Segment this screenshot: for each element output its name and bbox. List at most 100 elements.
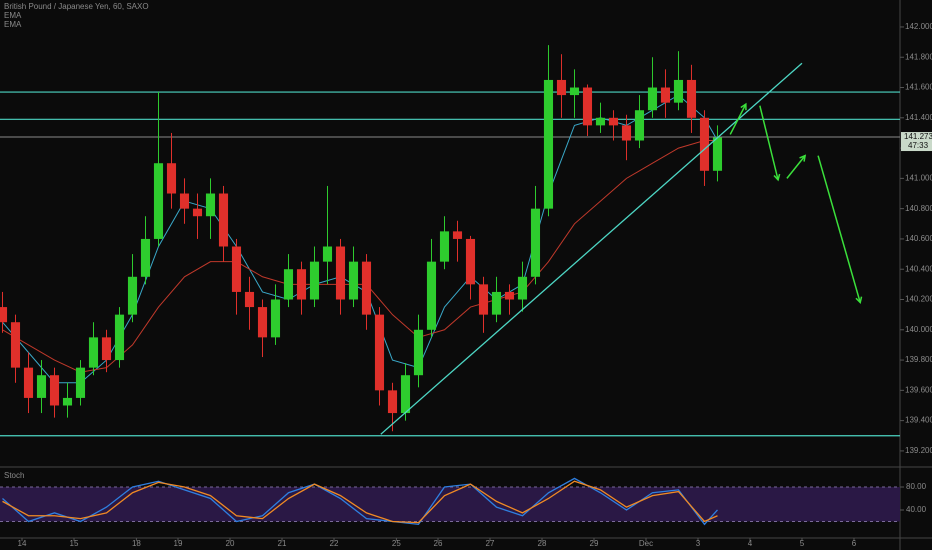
x-tick-label: 21: [278, 539, 287, 548]
forecast-arrow: [759, 105, 779, 181]
candle-body: [569, 87, 580, 96]
candle-body: [426, 261, 437, 330]
candle-body: [634, 110, 645, 141]
y-tick-label: 140.200: [905, 295, 932, 304]
candle-body: [608, 117, 619, 126]
candle-body: [270, 299, 281, 338]
x-tick-label: 20: [226, 539, 235, 548]
arrow-head: [740, 102, 747, 111]
candle-body: [309, 261, 320, 300]
candle-body: [530, 208, 541, 277]
candle-body: [62, 397, 73, 406]
legend-entry: EMA: [4, 11, 22, 20]
stoch-line: [2, 480, 718, 524]
candle-body: [348, 261, 359, 300]
candle-body: [166, 163, 177, 194]
candle-body: [0, 307, 8, 323]
candle-body: [36, 375, 47, 398]
candle-body: [361, 261, 372, 315]
x-tick-label: 28: [538, 539, 547, 548]
last-price-label: 141.273: [904, 132, 932, 141]
x-tick-label: 3: [696, 539, 701, 548]
y-tick-label: 140.000: [905, 325, 932, 334]
x-tick-label: Dec: [639, 539, 653, 548]
candle-body: [244, 291, 255, 308]
candle-body: [647, 87, 658, 111]
x-tick-label: 26: [434, 539, 443, 548]
arrow-head: [855, 296, 863, 305]
trend-line: [380, 62, 803, 435]
x-tick-label: 18: [132, 539, 141, 548]
candle-body: [192, 208, 203, 217]
candle-body: [465, 238, 476, 285]
y-tick-label: 141.600: [905, 83, 932, 92]
candle-body: [296, 269, 307, 300]
x-tick-label: 5: [800, 539, 805, 548]
candle-body: [478, 284, 489, 315]
x-tick-label: 14: [18, 539, 27, 548]
y-tick-label: 139.200: [905, 446, 932, 455]
candle-body: [257, 307, 268, 338]
y-tick-label: 141.800: [905, 52, 932, 61]
candle-body: [374, 314, 385, 391]
candle-body: [101, 337, 112, 361]
candle-body: [595, 117, 606, 126]
candle-body: [699, 117, 710, 171]
candle-body: [23, 367, 34, 398]
x-tick-label: 22: [330, 539, 339, 548]
candle-body: [335, 246, 346, 300]
x-tick-label: 4: [748, 539, 753, 548]
candle-body: [75, 367, 86, 398]
candle-body: [153, 163, 164, 239]
arrow-head: [773, 173, 781, 182]
x-tick-label: 19: [174, 539, 183, 548]
countdown-label: 47:33: [908, 141, 929, 150]
forecast-arrow: [786, 155, 806, 179]
x-tick-label: 15: [70, 539, 79, 548]
candle-body: [218, 193, 229, 247]
candle-body: [231, 246, 242, 292]
y-tick-label: 141.000: [905, 173, 932, 182]
y-tick-label: 139.400: [905, 416, 932, 425]
y-tick-label: 80.00: [906, 482, 927, 491]
candle-body: [660, 87, 671, 103]
candle-body: [712, 137, 723, 171]
candle-body: [140, 238, 151, 277]
candle-body: [49, 375, 60, 406]
candle-body: [413, 329, 424, 376]
candle-body: [179, 193, 190, 209]
y-tick-label: 40.00: [906, 505, 927, 514]
candle-body: [127, 276, 138, 315]
arrow-head: [799, 154, 807, 162]
last-price-box: [901, 132, 932, 152]
x-tick-label: 29: [590, 539, 599, 548]
panel-title: Stoch: [4, 471, 24, 480]
stoch-line: [2, 477, 718, 526]
candle-body: [686, 79, 697, 118]
y-tick-label: 140.400: [905, 264, 932, 273]
candle-body: [582, 87, 593, 126]
y-tick-label: 139.600: [905, 385, 932, 394]
candle-body: [517, 276, 528, 300]
candle-body: [491, 291, 502, 315]
candle-body: [114, 314, 125, 361]
candle-body: [556, 79, 567, 96]
candle-body: [673, 79, 684, 103]
candle-body: [10, 322, 21, 368]
x-tick-label: 25: [392, 539, 401, 548]
y-tick-label: 142.000: [905, 22, 932, 31]
forecast-arrow: [817, 155, 861, 303]
x-tick-label: 6: [852, 539, 857, 548]
y-tick-label: 140.800: [905, 204, 932, 213]
candle-body: [387, 390, 398, 414]
y-tick-label: 141.400: [905, 113, 932, 122]
forecast-arrow: [729, 103, 747, 135]
candle-body: [205, 193, 216, 217]
candle-body: [439, 231, 450, 262]
candle-body: [543, 79, 554, 209]
candle-body: [452, 231, 463, 239]
candle-body: [283, 269, 294, 300]
candle-body: [322, 246, 333, 262]
